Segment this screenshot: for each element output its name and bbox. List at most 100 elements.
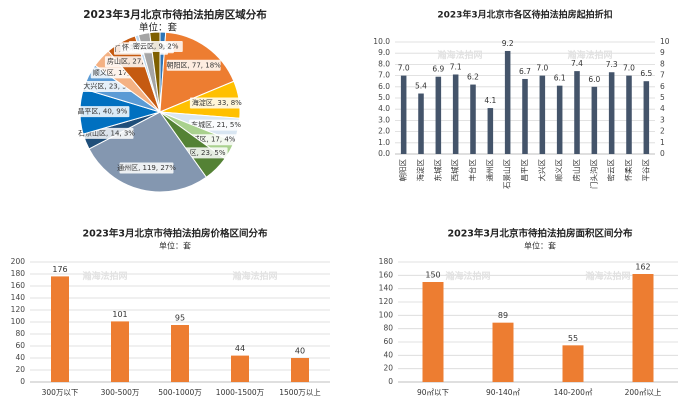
bar2-bar-2 (171, 325, 189, 382)
pie-slice-1 (159, 31, 235, 113)
bar1-value-14: 6.5 (640, 69, 652, 78)
bar1-xtick-13: 怀柔区 (623, 159, 633, 182)
bar1-ytick-right-10: 10 (660, 37, 670, 46)
bar3-value-1: 89 (498, 311, 508, 320)
bar2-value-0: 176 (52, 265, 67, 274)
bar1-watermark-1: 瀚海法拍网 (567, 49, 612, 61)
bar1-bar-1 (418, 93, 424, 154)
bar1-ytick-6: 6.0 (378, 82, 390, 91)
bar1-xtick-12: 密云区 (606, 159, 616, 182)
bar1-value-6: 9.2 (502, 39, 514, 48)
bar1-xtick-4: 丰台区 (467, 159, 477, 182)
bar3-ytick-2: 40 (383, 350, 393, 359)
bar3-bar-1 (492, 322, 514, 382)
pie-label-bg-2 (189, 97, 244, 109)
bar1-value-11: 6.0 (588, 75, 600, 84)
bar1-xtick-10: 房山区 (571, 159, 581, 182)
bar2-xtick-4: 1500万以上 (279, 388, 321, 397)
bar1-bar-0 (400, 75, 407, 154)
bar3-watermark-0: 瀚海法拍网 (445, 270, 490, 282)
bar1-ytick-5: 5.0 (378, 93, 390, 102)
bar3-xtick-1: 90-140㎡ (486, 388, 521, 397)
bar2-xtick-0: 300万以下 (42, 388, 79, 397)
bar2-watermark-1: 瀚海法拍网 (232, 270, 277, 282)
bar2-watermark-0: 瀚海法拍网 (82, 270, 127, 282)
bar3-ytick-3: 60 (383, 337, 393, 346)
bar2-ytick-6: 120 (11, 305, 26, 314)
bar2-ytick-0: 0 (20, 377, 25, 386)
bar3-ytick-9: 180 (379, 257, 394, 266)
bar2-value-4: 40 (295, 347, 305, 356)
pie-label-7: 石景山区, 14, 3% (78, 128, 135, 137)
pie-subtitle: 单位：套 (139, 22, 178, 34)
bar2-xtick-1: 300-500万 (101, 388, 140, 397)
bar1-xtick-14: 平谷区 (641, 159, 650, 182)
bar1-ytick-right-7: 7 (660, 71, 665, 80)
bar2-bar-4 (291, 358, 309, 382)
bar1-value-7: 6.7 (519, 67, 531, 76)
bar1-bar-3 (452, 74, 459, 154)
bar2-ytick-5: 100 (11, 317, 26, 326)
pie-label-4: 西城区, 17, 4% (186, 136, 236, 144)
bar3-ytick-6: 120 (379, 297, 394, 306)
bar1-bar-2 (435, 76, 442, 154)
pie-label-3: 东城区, 21, 5% (191, 120, 241, 129)
bar1-ytick-right-2: 2 (660, 127, 665, 136)
bar2-title: 2023年3月北京市待拍法拍房价格区间分布 (82, 228, 268, 240)
bar1-value-0: 7.0 (398, 64, 410, 73)
bar2-ytick-1: 20 (15, 365, 25, 374)
bar1-ytick-1: 1.0 (378, 138, 390, 147)
bar2-ytick-8: 160 (11, 281, 26, 290)
bar2-ytick-4: 80 (15, 329, 25, 338)
bar1-xtick-7: 昌平区 (520, 159, 529, 182)
bar1-ytick-7: 7.0 (378, 71, 390, 80)
bar1-bar-13 (626, 75, 632, 154)
bar1-ytick-right-9: 9 (660, 48, 665, 57)
bar1-bar-7 (522, 78, 528, 154)
bar1-ytick-right-5: 5 (660, 93, 665, 102)
bar2-ytick-3: 60 (15, 341, 25, 350)
bar1-ytick-right-6: 6 (660, 82, 665, 91)
bar1-value-12: 7.3 (606, 60, 618, 69)
bar1-watermark-0: 瀚海法拍网 (437, 49, 482, 61)
bar1-xtick-3: 西城区 (451, 159, 460, 182)
bar1-bar-10 (574, 71, 580, 154)
bar3-bar-0 (422, 282, 444, 382)
bar1-xtick-6: 石景山区 (502, 159, 512, 189)
bar1-ytick-0: 0.0 (378, 149, 390, 158)
bar1-ytick-4: 4.0 (378, 104, 390, 113)
bar3-title: 2023年3月北京市待拍法拍房面积区间分布 (447, 228, 633, 240)
bar3-ytick-5: 100 (379, 310, 394, 319)
bar2-ytick-10: 200 (11, 257, 26, 266)
bar3-ytick-1: 20 (383, 364, 393, 373)
pie-slice-6 (88, 111, 207, 193)
pie-label-9: 大兴区, 23, 5% (83, 81, 133, 90)
bar2-bar-0 (51, 276, 69, 382)
bar3-bar-2 (562, 345, 584, 382)
bar1-ytick-right-1: 1 (660, 138, 665, 147)
bar1-ytick-8: 8.0 (378, 59, 390, 68)
bar1-xtick-9: 顺义区 (555, 159, 564, 182)
bar1-ytick-right-0: 0 (660, 149, 665, 158)
pie-label-14: 密云区, 9, 2% (133, 42, 179, 51)
bar3-ytick-0: 0 (388, 377, 393, 386)
bar1-value-8: 7.0 (536, 64, 548, 73)
pie-label-bg-14 (128, 41, 183, 53)
bar1-value-3: 7.1 (450, 62, 462, 71)
bar2-ytick-9: 180 (11, 269, 26, 278)
bar3-watermark-1: 瀚海法拍网 (585, 270, 630, 282)
bar3-ytick-7: 140 (379, 284, 394, 293)
pie-label-bg-6 (119, 162, 174, 174)
pie-label-10: 顺义区, 17, 4% (93, 69, 143, 77)
bar2-xtick-3: 1000-1500万 (216, 388, 265, 397)
bar1-value-5: 4.1 (484, 96, 496, 105)
bar3-subtitle: 单位：套 (524, 241, 556, 251)
pie-label-1: 朝阳区, 77, 18% (166, 60, 221, 69)
bar3-ytick-4: 80 (383, 324, 393, 333)
pie-label-5: 丰台区, 23, 5% (176, 148, 226, 157)
bar1-bar-14 (643, 81, 650, 154)
bar2-xtick-2: 500-1000万 (158, 388, 202, 397)
bar1-ytick-9: 9.0 (378, 48, 390, 57)
bar3-value-0: 150 (425, 271, 440, 280)
bar2-value-1: 101 (112, 310, 127, 319)
